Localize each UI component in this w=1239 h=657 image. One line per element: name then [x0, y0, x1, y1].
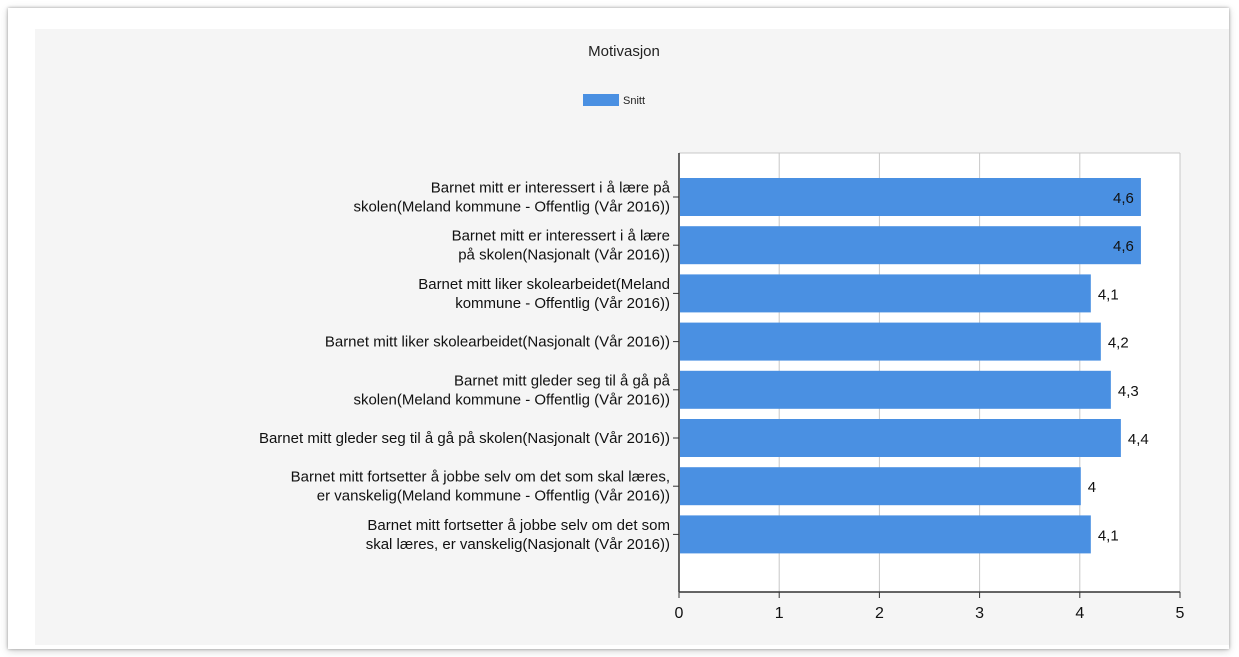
x-tick-label: 0 [675, 605, 684, 622]
category-label: skolen(Meland kommune - Offentlig (Vår 2… [353, 391, 670, 408]
data-label: 4 [1088, 479, 1096, 496]
category-label: skal læres, er vanskelig(Nasjonalt (Vår … [366, 536, 670, 553]
category-label: Barnet mitt fortsetter å jobbe selv om d… [367, 517, 670, 534]
data-label: 4,2 [1108, 335, 1129, 352]
chart-title: Motivasjon [588, 43, 660, 60]
category-label: Barnet mitt gleder seg til å gå på skole… [259, 430, 670, 447]
data-label: 4,3 [1118, 383, 1139, 400]
data-label: 4,1 [1098, 527, 1119, 544]
bar [680, 178, 1141, 216]
data-label: 4,6 [1113, 190, 1134, 207]
x-tick-label: 2 [875, 605, 884, 622]
bar [680, 467, 1081, 506]
category-label: Barnet mitt er interessert i å lære [452, 228, 670, 245]
bar [680, 322, 1101, 361]
category-label: Barnet mitt liker skolearbeidet(Nasjonal… [325, 334, 670, 351]
category-label: skolen(Meland kommune - Offentlig (Vår 2… [353, 199, 670, 216]
x-tick-label: 1 [775, 605, 784, 622]
bar [680, 274, 1091, 313]
legend-label: Snitt [623, 95, 645, 107]
bar [680, 226, 1141, 265]
category-label: Barnet mitt fortsetter å jobbe selv om d… [291, 469, 670, 486]
bar [680, 515, 1091, 554]
category-label: er vanskelig(Meland kommune - Offentlig … [317, 488, 670, 505]
x-tick-label: 4 [1075, 605, 1084, 622]
category-label: Barnet mitt gleder seg til å gå på [454, 372, 671, 389]
x-tick-label: 3 [975, 605, 984, 622]
data-label: 4,6 [1113, 238, 1134, 255]
axes: 0 1 2 3 4 5 [673, 153, 1185, 622]
bar [680, 370, 1111, 409]
legend-swatch [583, 94, 619, 106]
x-tick-label: 5 [1176, 605, 1185, 622]
bars: 4,6 4,6 4,1 4,2 4,3 4,4 4 4,1 [680, 178, 1149, 554]
category-label: Barnet mitt er interessert i å lære på [431, 180, 671, 197]
data-label: 4,4 [1128, 431, 1149, 448]
category-label: kommune - Offentlig (Vår 2016)) [455, 295, 670, 312]
bar [680, 419, 1121, 457]
category-labels: Barnet mitt er interessert i å lære på sk… [259, 180, 671, 553]
category-label: på skolen(Nasjonalt (Vår 2016)) [458, 247, 670, 264]
data-label: 4,1 [1098, 286, 1119, 303]
category-label: Barnet mitt liker skolearbeidet(Meland [418, 276, 670, 293]
